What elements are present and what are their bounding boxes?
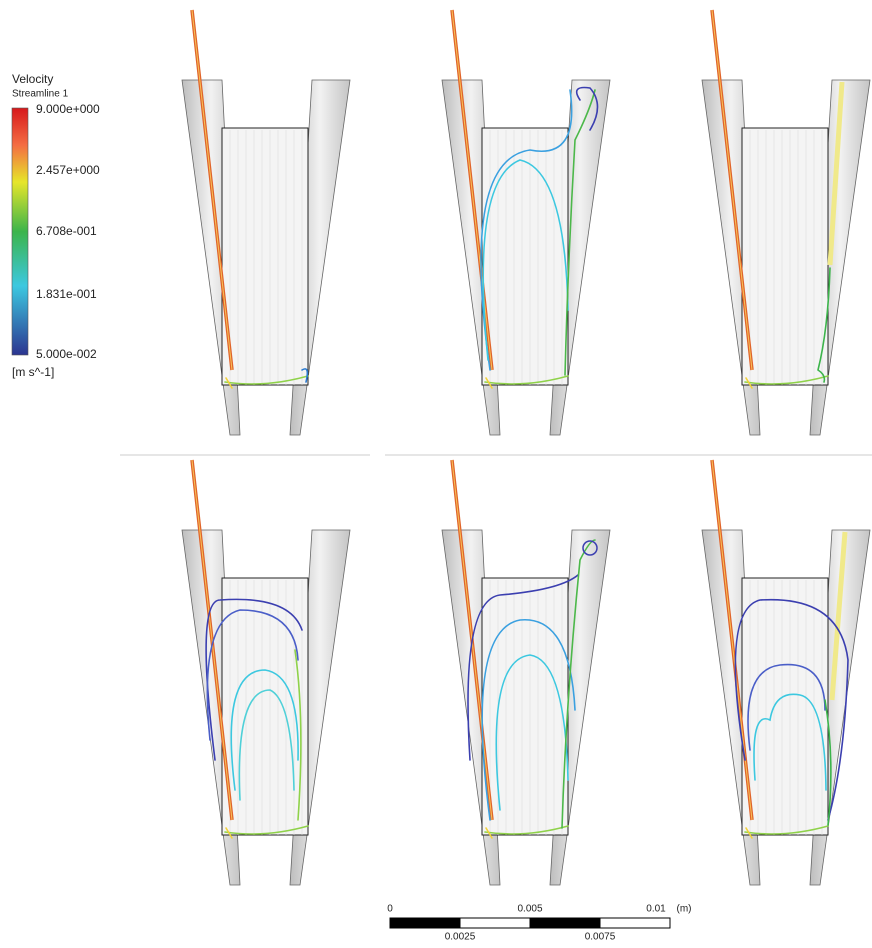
legend-label: 9.000e+000 <box>36 102 100 116</box>
page: {"legend": {"title": "Velocity", "subtit… <box>0 0 872 943</box>
panel <box>182 10 350 435</box>
legend-label: 1.831e-001 <box>36 287 97 301</box>
legend-title: Velocity <box>12 72 53 86</box>
legend-label: 2.457e+000 <box>36 163 100 177</box>
panel <box>182 460 350 885</box>
legend-subtitle: Streamline 1 <box>12 89 69 100</box>
scale-bar: 0 0.005 0.01 (m) 0.0025 0.0075 <box>387 904 691 943</box>
panel <box>702 460 870 885</box>
color-bar <box>12 108 28 355</box>
panel <box>702 10 870 435</box>
scale-unit: (m) <box>677 904 692 915</box>
legend-label: 5.000e-002 <box>36 347 97 361</box>
scale-label: 0.0075 <box>585 932 616 943</box>
panel <box>442 460 610 885</box>
scale-label: 0.0025 <box>445 932 476 943</box>
figure: Velocity Streamline 1 9.000e+000 2.457e+… <box>0 0 872 943</box>
legend-unit: [m s^-1] <box>12 365 54 379</box>
scale-label: 0.01 <box>646 904 666 915</box>
legend-label: 6.708e-001 <box>36 224 97 238</box>
scale-label: 0 <box>387 904 393 915</box>
panel <box>442 10 610 435</box>
scale-label: 0.005 <box>517 904 542 915</box>
legend: Velocity Streamline 1 9.000e+000 2.457e+… <box>12 72 100 379</box>
